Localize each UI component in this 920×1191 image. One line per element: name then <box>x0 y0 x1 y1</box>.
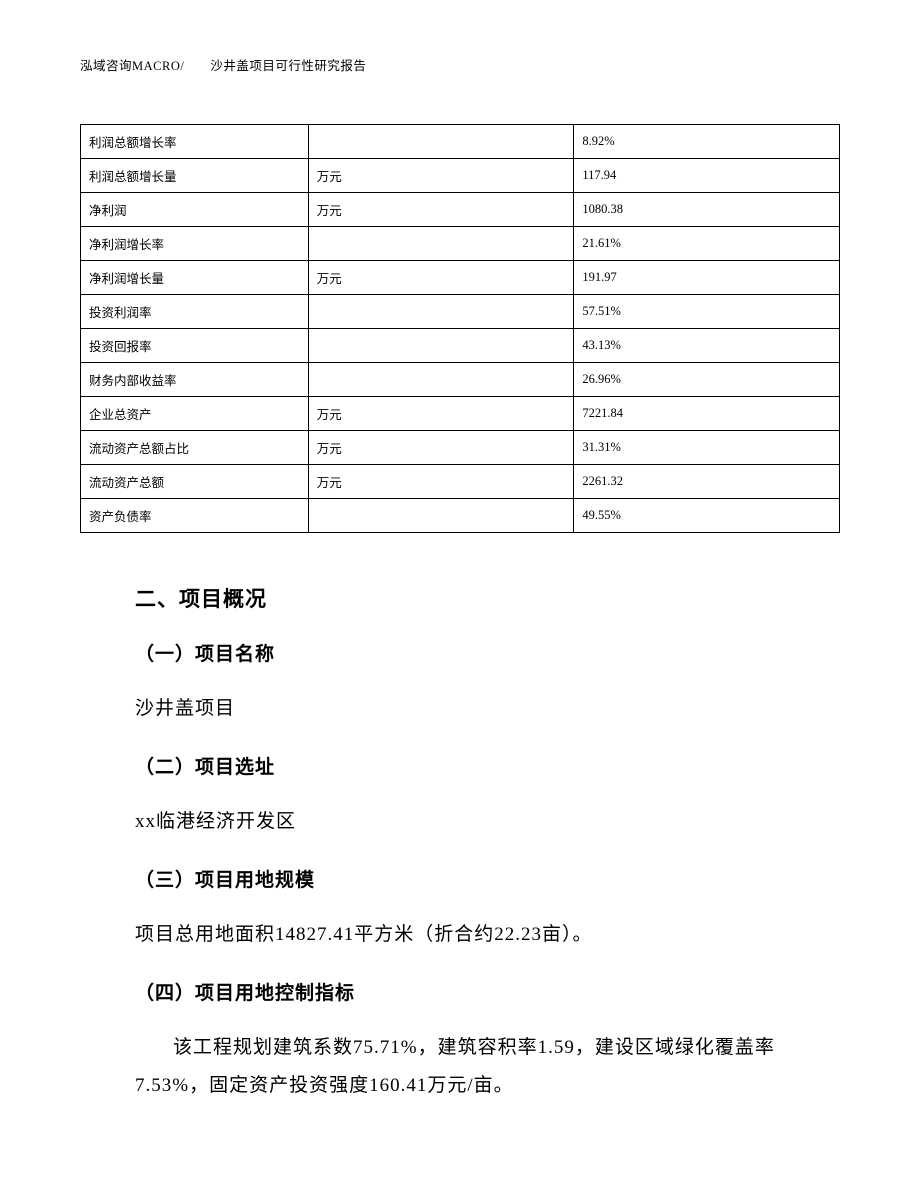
cell-label: 企业总资产 <box>81 397 309 431</box>
table-row: 流动资产总额 万元 2261.32 <box>81 465 840 499</box>
cell-unit: 万元 <box>308 431 574 465</box>
page-header: 泓域咨询MACRO/ 沙井盖项目可行性研究报告 <box>80 55 840 74</box>
cell-unit <box>308 295 574 329</box>
subsection-heading: （一）项目名称 <box>135 639 820 666</box>
cell-label: 投资利润率 <box>81 295 309 329</box>
cell-value: 26.96% <box>574 363 840 397</box>
table-row: 投资回报率 43.13% <box>81 329 840 363</box>
table-row: 净利润增长率 21.61% <box>81 227 840 261</box>
table-row: 资产负债率 49.55% <box>81 499 840 533</box>
cell-unit: 万元 <box>308 193 574 227</box>
cell-unit <box>308 363 574 397</box>
cell-unit <box>308 499 574 533</box>
cell-label: 净利润增长量 <box>81 261 309 295</box>
body-paragraph: 沙井盖项目 <box>135 690 820 728</box>
table-body: 利润总额增长率 8.92% 利润总额增长量 万元 117.94 净利润 万元 1… <box>81 125 840 533</box>
financial-table: 利润总额增长率 8.92% 利润总额增长量 万元 117.94 净利润 万元 1… <box>80 124 840 533</box>
cell-label: 资产负债率 <box>81 499 309 533</box>
subsection-heading: （四）项目用地控制指标 <box>135 978 820 1005</box>
cell-unit: 万元 <box>308 465 574 499</box>
subsection-heading: （三）项目用地规模 <box>135 865 820 892</box>
table-row: 企业总资产 万元 7221.84 <box>81 397 840 431</box>
cell-value: 191.97 <box>574 261 840 295</box>
cell-unit <box>308 329 574 363</box>
cell-unit: 万元 <box>308 397 574 431</box>
cell-label: 投资回报率 <box>81 329 309 363</box>
cell-label: 净利润 <box>81 193 309 227</box>
cell-label: 利润总额增长量 <box>81 159 309 193</box>
cell-value: 8.92% <box>574 125 840 159</box>
table-row: 流动资产总额占比 万元 31.31% <box>81 431 840 465</box>
cell-unit: 万元 <box>308 159 574 193</box>
cell-value: 43.13% <box>574 329 840 363</box>
cell-unit <box>308 125 574 159</box>
table-row: 利润总额增长量 万元 117.94 <box>81 159 840 193</box>
document-page: 泓域咨询MACRO/ 沙井盖项目可行性研究报告 利润总额增长率 8.92% 利润… <box>0 0 920 1191</box>
cell-value: 31.31% <box>574 431 840 465</box>
section-heading: 二、项目概况 <box>135 583 820 613</box>
table-row: 财务内部收益率 26.96% <box>81 363 840 397</box>
body-paragraph: 该工程规划建筑系数75.71%，建筑容积率1.59，建设区域绿化覆盖率7.53%… <box>135 1029 820 1105</box>
table-row: 净利润增长量 万元 191.97 <box>81 261 840 295</box>
cell-label: 流动资产总额占比 <box>81 431 309 465</box>
body-paragraph: xx临港经济开发区 <box>135 803 820 841</box>
cell-unit: 万元 <box>308 261 574 295</box>
cell-label: 财务内部收益率 <box>81 363 309 397</box>
cell-value: 49.55% <box>574 499 840 533</box>
subsection-heading: （二）项目选址 <box>135 752 820 779</box>
table-row: 净利润 万元 1080.38 <box>81 193 840 227</box>
cell-unit <box>308 227 574 261</box>
cell-value: 21.61% <box>574 227 840 261</box>
cell-value: 117.94 <box>574 159 840 193</box>
content-area: 二、项目概况 （一）项目名称 沙井盖项目 （二）项目选址 xx临港经济开发区 （… <box>80 583 840 1105</box>
table-row: 投资利润率 57.51% <box>81 295 840 329</box>
cell-label: 流动资产总额 <box>81 465 309 499</box>
table-row: 利润总额增长率 8.92% <box>81 125 840 159</box>
body-paragraph: 项目总用地面积14827.41平方米（折合约22.23亩）。 <box>135 916 820 954</box>
cell-value: 1080.38 <box>574 193 840 227</box>
cell-label: 利润总额增长率 <box>81 125 309 159</box>
cell-value: 7221.84 <box>574 397 840 431</box>
cell-value: 2261.32 <box>574 465 840 499</box>
cell-label: 净利润增长率 <box>81 227 309 261</box>
cell-value: 57.51% <box>574 295 840 329</box>
